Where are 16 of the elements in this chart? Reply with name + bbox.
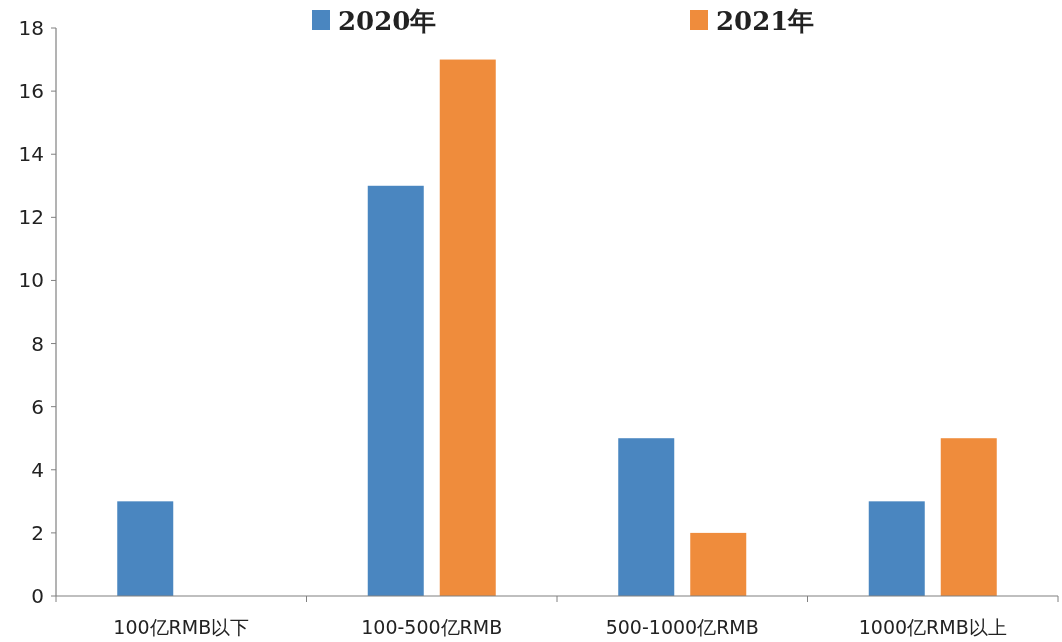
y-tick-label: 4 (31, 457, 44, 482)
y-tick-label: 18 (18, 16, 44, 40)
y-tick-label: 16 (18, 79, 44, 104)
y-tick-label: 12 (18, 205, 44, 230)
x-tick-label: 1000亿RMB以上 (858, 616, 1007, 638)
x-tick-label: 100-500亿RMB (361, 616, 503, 638)
legend-label: 2021年 (716, 6, 815, 36)
y-tick-label: 2 (31, 520, 44, 545)
x-tick-label: 500-1000亿RMB (605, 616, 759, 638)
y-tick-label: 14 (18, 142, 44, 167)
x-tick-label: 100亿RMB以下 (113, 616, 250, 638)
y-tick-label: 8 (31, 331, 44, 356)
legend-label: 2020年 (338, 6, 437, 36)
y-tick-label: 10 (18, 268, 44, 293)
y-tick-label: 0 (31, 584, 44, 608)
y-tick-label: 6 (31, 394, 44, 419)
